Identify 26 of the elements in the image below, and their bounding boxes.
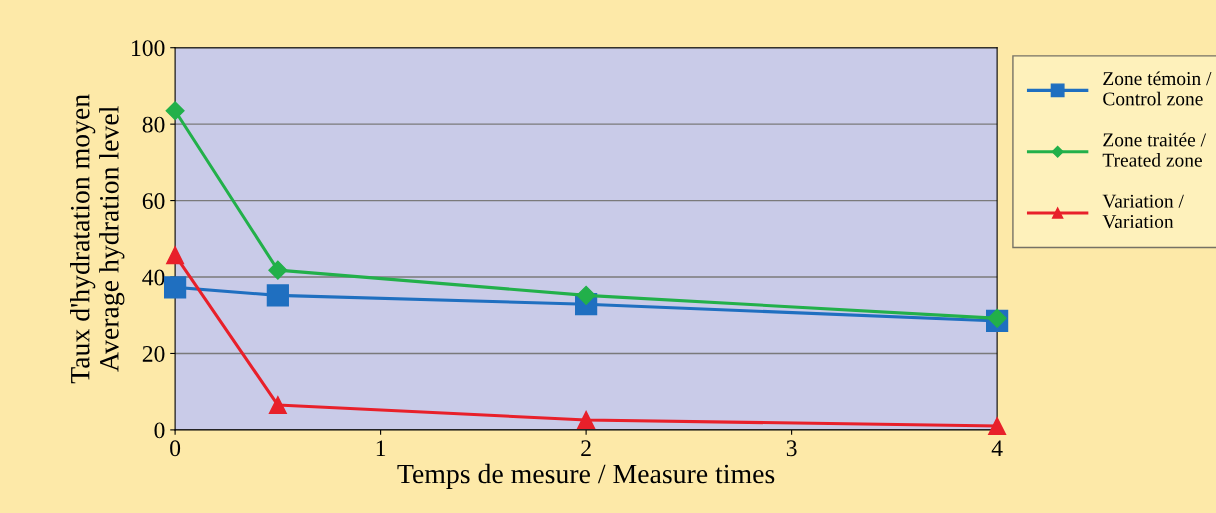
y-axis-title: Taux d'hydratation moyen Average hydration level xyxy=(70,94,125,384)
point xyxy=(268,260,288,280)
x-tick-label: 4 xyxy=(991,440,1003,456)
y-tick-label: 60 xyxy=(142,193,165,210)
point xyxy=(988,417,1007,436)
y-tick-label: 40 xyxy=(142,269,165,286)
legend-label: Zone témoin / Control zone xyxy=(1103,71,1212,106)
x-axis-title: Temps de mesure / Measure times xyxy=(397,463,775,489)
point xyxy=(577,410,596,429)
x-tick-label: 1 xyxy=(376,440,386,456)
y-tick-label: 100 xyxy=(132,40,165,57)
legend-label: Variation / Variation xyxy=(1102,194,1184,229)
legend-label: Zone traitée / Treated zone xyxy=(1102,132,1207,167)
point xyxy=(266,284,289,307)
point xyxy=(165,101,185,121)
x-tick-label: 2 xyxy=(581,440,591,456)
y-tick-label: 0 xyxy=(154,422,165,439)
point xyxy=(166,246,185,265)
x-tick-label: 3 xyxy=(786,440,797,457)
y-tick-label: 20 xyxy=(142,345,165,362)
x-tick-label: 0 xyxy=(170,440,181,457)
y-tick-label: 80 xyxy=(142,116,165,133)
point xyxy=(987,308,1007,328)
point xyxy=(268,396,287,415)
point xyxy=(576,285,596,305)
point xyxy=(163,276,187,299)
